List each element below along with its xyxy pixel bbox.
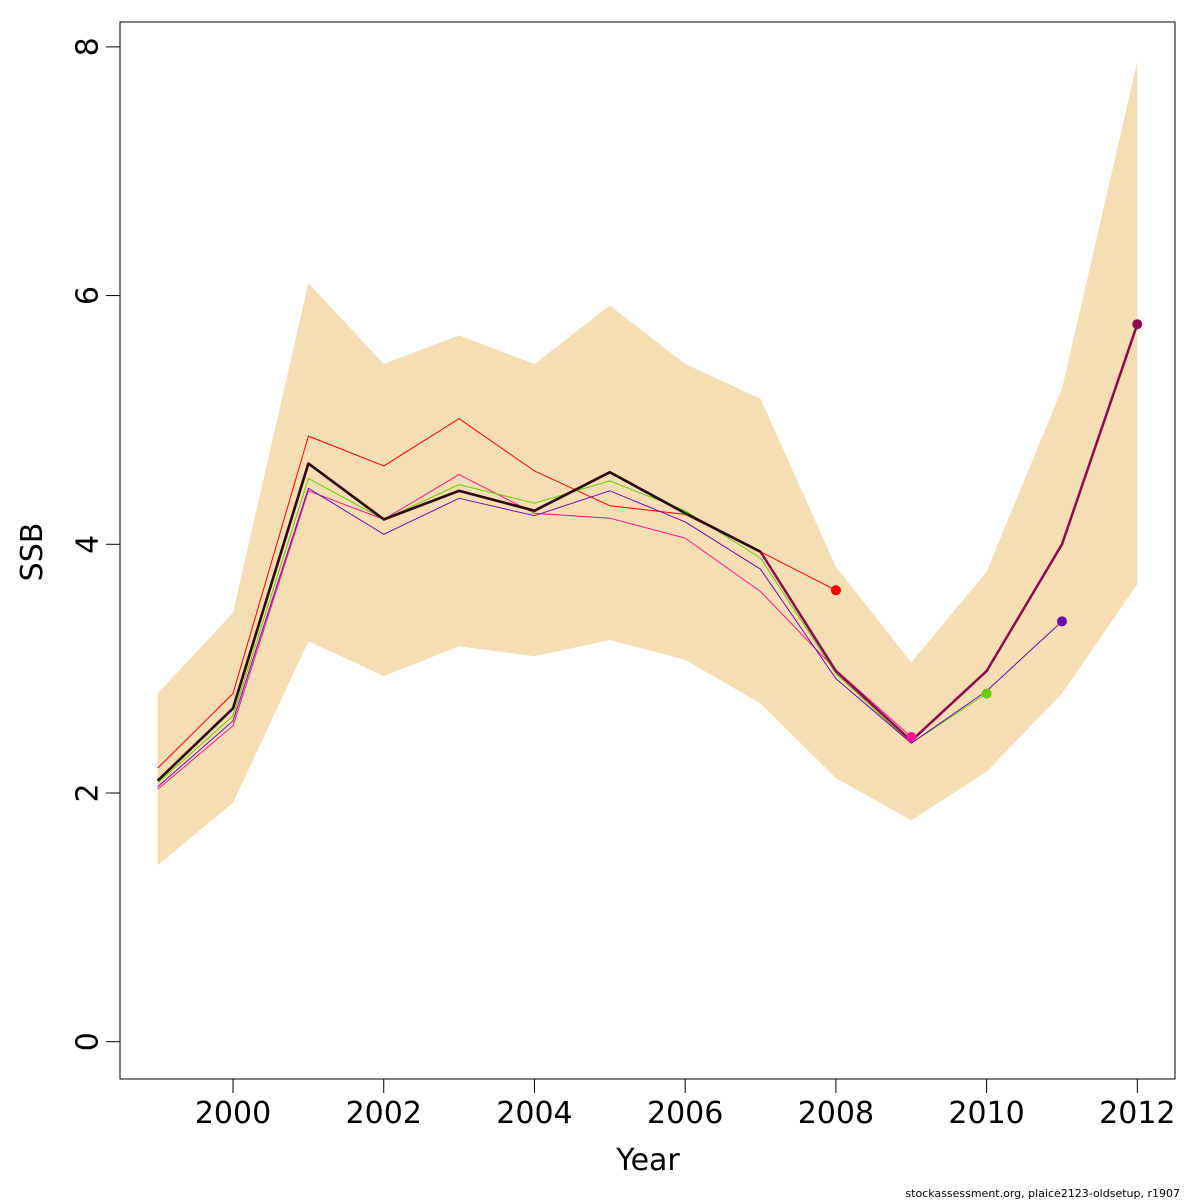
series-line-4 [157,487,1063,788]
y-axis: 0 2 4 6 8 [71,37,121,1051]
series-endpoint-2 [906,732,917,742]
y-tick-label: 8 [71,37,106,56]
x-axis-title: Year [615,1143,680,1178]
x-tick-label: 2010 [948,1096,1024,1131]
footer-credit: stockassessment.org, plaice2123-oldsetup… [905,1187,1180,1200]
series-line-2 [157,474,912,790]
x-axis: 2000 2002 2004 2006 2008 2010 2012 [195,1078,1176,1131]
x-tick-label: 2000 [195,1096,271,1131]
confidence-band-area [157,61,1138,866]
y-tick-label: 4 [71,535,106,554]
x-tick-label: 2008 [798,1096,874,1131]
series-line-6 [156,462,762,782]
y-tick-label: 0 [71,1032,106,1051]
x-tick-label: 2012 [1099,1096,1175,1131]
x-tick-label: 2006 [647,1096,723,1131]
series-endpoint-3 [981,688,992,699]
y-tick-label: 2 [71,783,106,802]
confidence-band [157,61,1138,866]
series-endpoints [830,319,1143,742]
series-endpoint-5 [1132,319,1143,330]
x-tick-label: 2002 [346,1096,422,1131]
series-endpoint-1 [830,585,841,596]
y-axis-title: SSB [15,523,50,582]
series-lines [156,323,1139,790]
series-endpoint-4 [1057,616,1067,627]
x-tick-label: 2004 [496,1096,572,1131]
y-tick-label: 6 [71,286,106,305]
